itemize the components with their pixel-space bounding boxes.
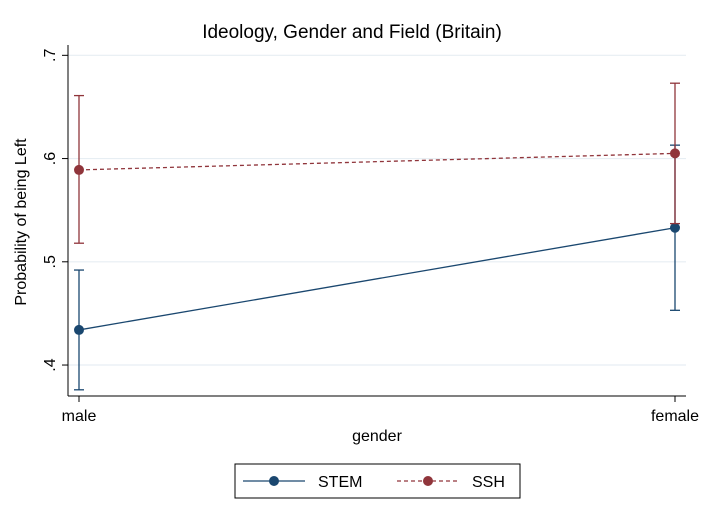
series-stem bbox=[74, 144, 680, 391]
y-axis-label: Probability of being Left bbox=[13, 138, 30, 306]
legend-label-stem: STEM bbox=[318, 474, 362, 491]
point-stem-female bbox=[670, 222, 680, 233]
point-ssh-male bbox=[74, 164, 84, 175]
legend-label-ssh: SSH bbox=[472, 474, 505, 491]
series-line-ssh bbox=[78, 152, 676, 171]
y-tick-label-0: .4 bbox=[42, 358, 59, 371]
point-stem-male bbox=[74, 324, 84, 335]
legend-marker-ssh bbox=[423, 476, 433, 486]
x-tick-label-female: female bbox=[651, 408, 699, 425]
series-line-stem bbox=[78, 227, 676, 331]
x-axis-ticks: male female bbox=[62, 396, 699, 425]
gridlines bbox=[68, 54, 686, 366]
y-tick-label-3: .7 bbox=[42, 49, 59, 62]
y-tick-label-1: .5 bbox=[42, 255, 59, 268]
series-ssh bbox=[74, 82, 680, 244]
legend: STEM SSH bbox=[234, 463, 521, 499]
y-axis-ticks: .4 .5 .6 .7 bbox=[42, 49, 68, 372]
x-axis-label: gender bbox=[352, 428, 402, 445]
plot-area bbox=[74, 82, 680, 391]
chart-title: Ideology, Gender and Field (Britain) bbox=[202, 22, 502, 43]
legend-marker-stem bbox=[269, 476, 279, 486]
point-ssh-female bbox=[670, 148, 680, 159]
x-tick-label-male: male bbox=[62, 408, 97, 425]
y-tick-label-2: .6 bbox=[42, 152, 59, 165]
